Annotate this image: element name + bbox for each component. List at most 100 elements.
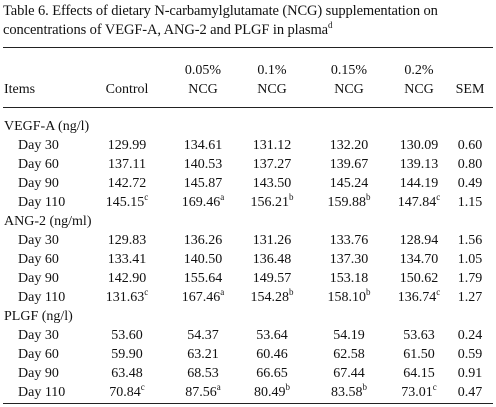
cell: 80.49b [254,382,291,401]
cell-value: 80.49 [254,385,286,400]
cell: 169.46a [181,192,225,211]
cell-sup: b [289,287,294,297]
cell: 63.21 [187,347,219,362]
row-label: Day 30 [18,138,59,153]
column-header: NCG [188,82,218,97]
cell-value: 147.84 [397,195,437,210]
cell: 147.84c [397,193,441,211]
cell-sup: b [285,382,291,392]
cell: 64.15 [403,366,435,381]
cell-value: 167.46 [181,290,221,305]
cell: 0.80 [457,157,483,172]
cell: 133.76 [329,233,369,248]
cell-sup: c [144,192,149,202]
cell: 139.13 [399,157,439,172]
cell: 129.99 [107,138,147,153]
cell: 53.64 [256,328,288,343]
cell-value: 158.10 [327,290,367,305]
cell: 1.56 [457,233,483,248]
row-label: Day 30 [18,233,59,248]
cell: 150.62 [399,271,439,286]
cell: 60.46 [256,347,288,362]
cell-sup: a [220,287,225,297]
row-label: Day 90 [18,366,59,381]
cell: 83.58b [331,383,367,401]
cell: 1.05 [457,252,483,267]
caption-text: Table 6. Effects of dietary N-carbamylgl… [3,3,438,38]
column-header: SEM [455,82,485,97]
column-header: NCG [404,82,434,97]
cell: 167.46a [181,287,225,306]
cell: 63.48 [111,366,143,381]
cell: 54.19 [333,328,365,343]
cell: 0.59 [457,347,483,362]
cell: 0.49 [457,176,483,191]
cell: 134.61 [183,138,223,153]
row-label: Day 90 [18,176,59,191]
cell: 1.79 [457,271,483,286]
cell: 53.63 [403,328,435,343]
cell: 158.10b [327,288,371,306]
cell: 59.90 [111,347,143,362]
cell-sup: b [289,192,294,202]
cell-value: 70.84 [109,385,141,400]
cell-value: 87.56 [185,385,217,400]
cell: 131.63c [105,287,149,306]
column-header: NCG [257,82,287,97]
cell-value: 169.46 [181,195,221,210]
cell: 131.26 [252,233,292,248]
column-header: NCG [334,82,364,97]
cell: 87.56a [185,382,221,401]
cell: 53.60 [111,328,143,343]
section-label: VEGF-A (ng/l) [4,119,90,134]
row-label: Day 60 [18,347,59,362]
cell: 144.19 [399,176,439,191]
column-header-top: 0.1% [257,63,287,78]
cell: 0.24 [457,328,483,343]
row-label: Day 90 [18,271,59,286]
cell-value: 73.01 [401,385,433,400]
top-rule [3,47,493,48]
cell: 131.12 [252,138,292,153]
cell: 54.37 [187,328,219,343]
cell: 140.50 [183,252,223,267]
cell: 70.84c [109,383,145,401]
cell: 142.90 [107,271,147,286]
column-header-top: 0.15% [330,63,368,78]
cell: 133.41 [107,252,147,267]
cell: 68.53 [187,366,219,381]
cell-value: 145.15 [105,195,145,210]
cell-sup: a [220,192,225,202]
cell: 1.15 [457,195,483,210]
cell: 1.27 [457,290,483,305]
cell-sup: a [216,382,221,392]
column-header-top: 0.2% [404,63,434,78]
cell: 149.57 [252,271,292,286]
cell-sup: c [144,287,149,297]
cell-value: 83.58 [331,385,363,400]
caption-sup: d [327,20,333,30]
cell: 134.70 [399,252,439,267]
cell-value: 131.63 [105,290,145,305]
row-label: Day 60 [18,252,59,267]
cell-value: 159.88 [327,195,367,210]
column-header: Control [105,82,149,97]
row-label: Day 110 [18,385,66,400]
column-header-top: 0.05% [184,63,222,78]
cell: 132.20 [329,138,369,153]
cell: 136.48 [252,252,292,267]
cell: 159.88b [327,193,371,211]
row-label: Day 60 [18,157,59,172]
bottom-rule [3,403,493,404]
section-label: PLGF (ng/l) [4,309,73,324]
cell-value: 156.21 [250,195,290,210]
cell: 61.50 [403,347,435,362]
cell: 145.87 [183,176,223,191]
cell: 145.24 [329,176,369,191]
cell-sup: c [436,287,441,297]
cell: 128.94 [399,233,439,248]
cell: 142.72 [107,176,147,191]
cell-sup: c [432,382,437,392]
cell: 143.50 [252,176,292,191]
cell: 139.67 [329,157,369,172]
